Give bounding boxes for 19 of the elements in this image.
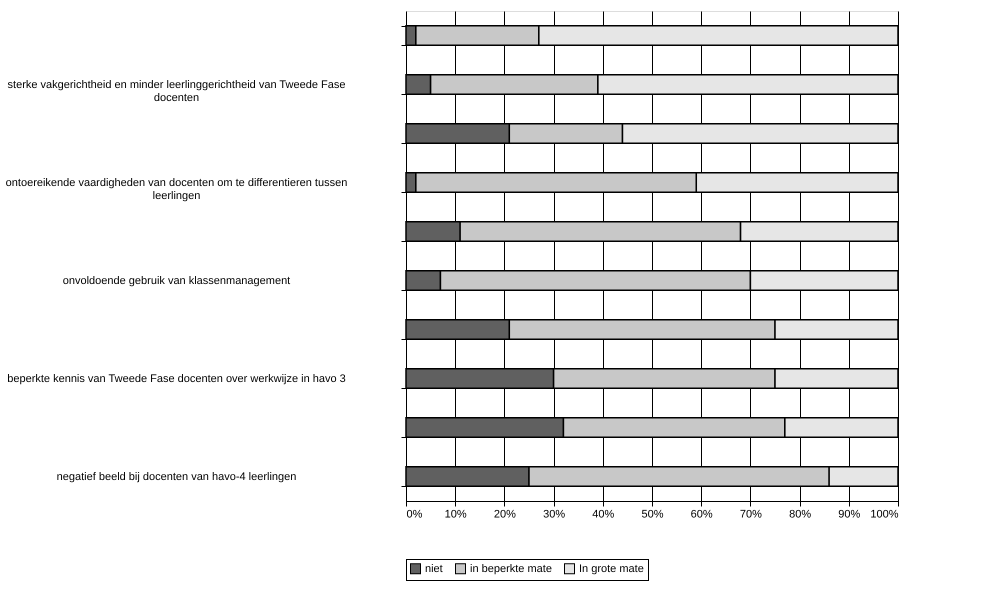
x-tick-label: 20% <box>494 508 516 520</box>
legend-label: in beperkte mate <box>470 562 552 575</box>
x-tick-label: 80% <box>789 508 812 520</box>
x-tick-label: 30% <box>543 508 566 520</box>
x-tick-label: 0% <box>406 508 423 520</box>
y-tick-label: negatief beeld bij docenten van havo-4 leerlingen <box>56 471 296 483</box>
y-tick-label: sterke vakgerichtheid en minder leerlinggerichtheid van Tweede Fase docenten <box>8 79 346 104</box>
x-tick-label: 90% <box>838 508 861 520</box>
y-tick-label: ontoereikende vaardigheden van docenten om te differentieren tussen leerlingen <box>6 177 348 202</box>
y-tick-label: onvoldoende gebruik van klassenmanagement <box>62 275 290 287</box>
x-tick-label: 50% <box>641 508 664 520</box>
x-tick-label: 10% <box>444 508 467 520</box>
x-tick-label: 60% <box>690 508 713 520</box>
x-tick-label: 40% <box>592 508 615 520</box>
x-tick-label: 100% <box>870 508 899 520</box>
legend-label: In grote mate <box>579 562 644 575</box>
y-tick-label: beperkte kennis van Tweede Fase docenten over werkwijze in havo 3 <box>7 373 346 385</box>
x-tick-label: 70% <box>740 508 762 520</box>
legend-label: niet <box>425 562 443 575</box>
